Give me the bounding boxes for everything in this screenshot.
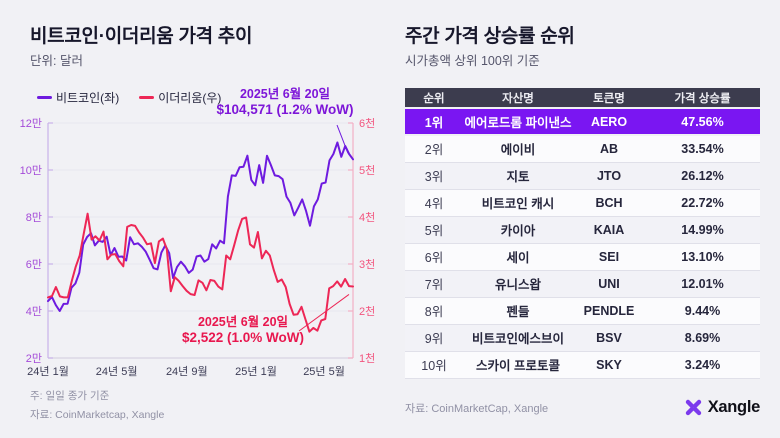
rank-cell: 8위 <box>405 297 463 325</box>
table-footer: 자료: CoinMarketCap, Xangle Xangle <box>405 398 760 417</box>
right-axis-label: 3천 <box>359 257 375 271</box>
token-cell: AB <box>573 135 645 163</box>
table-row: 7위 유니스왑 UNI 12.01% <box>405 270 760 298</box>
column-header: 순위 <box>405 88 463 108</box>
ranking-table-body: 1위 에어로드롬 파이낸스 AERO 47.56% 2위 에이비 AB 33.54% 3위 지토 J… <box>405 107 760 379</box>
chart-source: 자료: CoinMarketcap, Xangle <box>30 409 165 421</box>
token-cell: UNI <box>573 270 645 298</box>
x-axis-label: 25년 5월 <box>303 365 345 378</box>
xangle-logo: Xangle <box>684 398 760 417</box>
pct-cell: 26.12% <box>645 162 760 190</box>
asset-cell: 비트코인 캐시 <box>463 189 573 217</box>
chart-legend: 비트코인(좌) 이더리움(우) <box>37 89 221 106</box>
chart-title: 비트코인·이더리움 가격 추이 <box>30 26 253 47</box>
x-axis-label: 24년 1월 <box>27 365 69 378</box>
asset-cell: 에어로드롬 파이낸스 <box>463 107 573 136</box>
pct-cell: 8.69% <box>645 324 760 352</box>
x-axis-label: 24년 9월 <box>166 365 208 378</box>
rank-cell: 6위 <box>405 243 463 271</box>
pct-cell: 14.99% <box>645 216 760 244</box>
pct-cell: 13.10% <box>645 243 760 271</box>
table-row: 2위 에이비 AB 33.54% <box>405 135 760 163</box>
table-row: 5위 카이아 KAIA 14.99% <box>405 216 760 244</box>
token-cell: BSV <box>573 324 645 352</box>
table-row: 6위 세이 SEI 13.10% <box>405 243 760 271</box>
left-axis-label: 2만 <box>26 352 42 365</box>
rank-cell: 1위 <box>405 107 463 136</box>
ranking-table: 순위 자산명 토큰명 가격 상승률 1위 에어로드롬 파이낸스 AERO 47.56% 2위 에… <box>405 88 760 379</box>
asset-cell: 세이 <box>463 243 573 271</box>
asset-cell: 에이비 <box>463 135 573 163</box>
chart-unit-label: 단위: 달러 <box>30 54 83 68</box>
asset-cell: 지토 <box>463 162 573 190</box>
token-cell: SKY <box>573 351 645 379</box>
table-source: 자료: CoinMarketCap, Xangle <box>405 402 549 415</box>
table-title: 주간 가격 상승률 순위 <box>405 26 575 47</box>
right-axis-label: 2천 <box>359 304 375 318</box>
xangle-x-icon <box>685 399 701 416</box>
pct-cell: 12.01% <box>645 270 760 298</box>
asset-cell: 펜들 <box>463 297 573 325</box>
ethereum-annotation-leader <box>298 294 350 332</box>
token-cell: KAIA <box>573 216 645 244</box>
left-axis-label: 8만 <box>26 211 42 224</box>
chart-note: 주: 일일 종가 기준 <box>30 390 110 402</box>
right-axis-label: 4천 <box>359 210 375 224</box>
pct-cell: 33.54% <box>645 135 760 163</box>
legend-item-ethereum: 이더리움(우) <box>139 89 221 106</box>
legend-label-bitcoin: 비트코인(좌) <box>56 91 120 105</box>
legend-item-bitcoin: 비트코인(좌) <box>37 89 119 106</box>
table-row: 1위 에어로드롬 파이낸스 AERO 47.56% <box>405 107 760 136</box>
asset-cell: 비트코인에스브이 <box>463 324 573 352</box>
bitcoin-annotation-leader <box>336 124 349 154</box>
rank-cell: 7위 <box>405 270 463 298</box>
pct-cell: 3.24% <box>645 351 760 379</box>
column-header: 자산명 <box>463 88 573 108</box>
token-cell: SEI <box>573 243 645 271</box>
left-axis-label: 10만 <box>20 164 42 177</box>
asset-cell: 유니스왑 <box>463 270 573 298</box>
table-criteria-label: 시가총액 상위 100위 기준 <box>405 54 540 68</box>
asset-cell: 카이아 <box>463 216 573 244</box>
token-cell: AERO <box>573 107 645 136</box>
x-axis-label: 24년 5월 <box>96 365 138 378</box>
right-axis-label: 1천 <box>359 351 375 365</box>
right-axis-label: 5천 <box>359 163 375 177</box>
rank-cell: 9위 <box>405 324 463 352</box>
ranking-table-header: 순위 자산명 토큰명 가격 상승률 <box>405 88 760 108</box>
rank-cell: 2위 <box>405 135 463 163</box>
left-axis-label: 6만 <box>26 258 42 271</box>
pct-cell: 47.56% <box>645 107 760 136</box>
rank-cell: 3위 <box>405 162 463 190</box>
price-line-chart: 12만 10만 8만 6만 4만 2만 6천 5천 4천 3천 2천 1천 24년 1월 24년 5월 24… <box>20 116 376 378</box>
token-cell: JTO <box>573 162 645 190</box>
table-row: 10위 스카이 프로토콜 SKY 3.24% <box>405 351 760 379</box>
table-row: 4위 비트코인 캐시 BCH 22.72% <box>405 189 760 217</box>
rank-cell: 10위 <box>405 351 463 379</box>
left-axis-label: 4만 <box>26 305 42 318</box>
pct-cell: 9.44% <box>645 297 760 325</box>
column-header: 가격 상승률 <box>645 88 760 108</box>
token-cell: PENDLE <box>573 297 645 325</box>
table-row: 9위 비트코인에스브이 BSV 8.69% <box>405 324 760 352</box>
table-row: 8위 펜들 PENDLE 9.44% <box>405 297 760 325</box>
legend-label-ethereum: 이더리움(우) <box>158 91 222 105</box>
price-line-bitcoin <box>47 141 354 312</box>
pct-cell: 22.72% <box>645 189 760 217</box>
xangle-logo-text: Xangle <box>707 398 761 416</box>
rank-cell: 4위 <box>405 189 463 217</box>
asset-cell: 스카이 프로토콜 <box>463 351 573 379</box>
bitcoin-annotation-date: 2025년 6월 20일 <box>239 87 331 101</box>
column-header: 토큰명 <box>573 88 645 108</box>
x-axis-label: 25년 1월 <box>235 365 277 378</box>
right-axis-label: 6천 <box>359 116 375 130</box>
bitcoin-line-swatch <box>37 96 52 99</box>
rank-cell: 5위 <box>405 216 463 244</box>
price-line-ethereum <box>47 212 354 333</box>
token-cell: BCH <box>573 189 645 217</box>
ethereum-line-swatch <box>139 96 155 99</box>
table-row: 3위 지토 JTO 26.12% <box>405 162 760 190</box>
left-axis-label: 12만 <box>20 117 42 130</box>
